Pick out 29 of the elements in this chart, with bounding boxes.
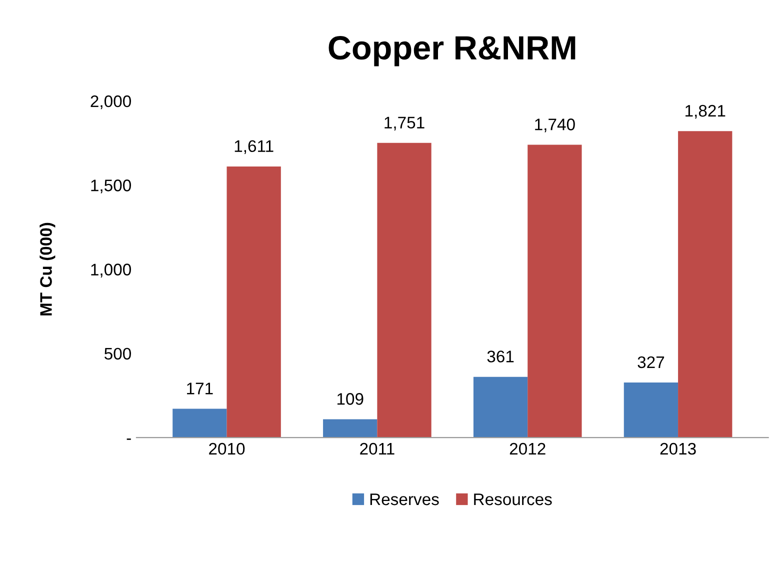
data-label: 327 <box>638 356 664 368</box>
data-label: 1,740 <box>535 118 575 132</box>
bar <box>226 166 281 438</box>
bar <box>473 376 528 438</box>
data-label: 1,611 <box>234 140 274 154</box>
data-label: 109 <box>337 393 364 405</box>
bar <box>624 382 678 438</box>
y-tick-label: 1,000 <box>91 264 131 278</box>
data-label: 1,821 <box>686 104 726 119</box>
x-tick-label: 2011 <box>360 442 394 455</box>
bar <box>172 408 227 438</box>
y-tick-label: 1,500 <box>91 180 131 194</box>
bar <box>678 131 732 438</box>
chart-title: Copper R&NRM <box>328 36 576 66</box>
data-label: 361 <box>487 350 514 362</box>
y-tick-label: 2,000 <box>90 95 131 110</box>
x-tick-label: 2012 <box>510 442 546 455</box>
y-tick-label: 500 <box>104 348 131 360</box>
data-label: 1,751 <box>384 116 424 130</box>
data-label: 171 <box>187 382 213 394</box>
bar <box>528 144 582 438</box>
x-tick-label: 2013 <box>660 442 696 455</box>
legend-label: Resources <box>474 494 552 506</box>
legend-label: Reserves <box>370 494 439 506</box>
bar <box>377 142 432 438</box>
x-tick-label: 2010 <box>209 442 245 455</box>
y-tick-label: - <box>126 438 131 440</box>
y-axis-title: MT Cu (000) <box>40 222 56 316</box>
bar <box>323 419 378 438</box>
